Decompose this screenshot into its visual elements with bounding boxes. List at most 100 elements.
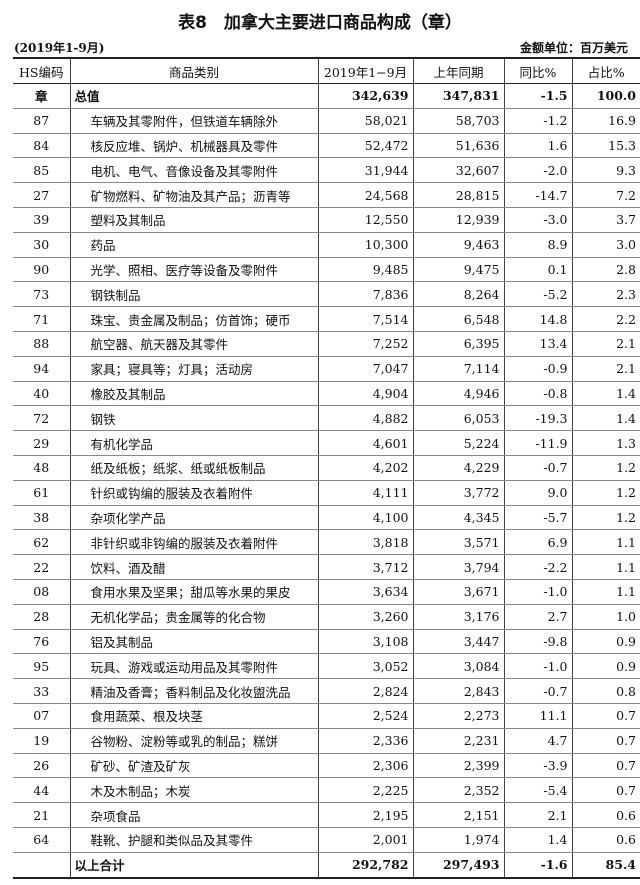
previous-value: 3,571 xyxy=(412,529,505,556)
category: 核反应堆、锅炉、机械器具及零件 xyxy=(69,133,319,159)
previous-value: 3,176 xyxy=(412,604,505,630)
share: 1.1 xyxy=(571,529,640,556)
previous-value: 4,345 xyxy=(412,505,505,531)
previous-value: 7,114 xyxy=(412,356,505,382)
category: 针织或钩编的服装及衣着附件 xyxy=(69,480,319,506)
hs-code: 62 xyxy=(13,529,71,556)
category: 总值 xyxy=(69,83,319,109)
yoy-change: -0.7 xyxy=(503,455,573,481)
col-yoy: 同比% xyxy=(503,57,573,84)
hs-code: 28 xyxy=(13,604,71,630)
share: 1.0 xyxy=(571,604,640,630)
subtotal-row: 以上合计 292,782 297,493 -1.6 85.4 xyxy=(13,852,640,879)
hs-code: 39 xyxy=(13,207,71,233)
current-value: 31,944 xyxy=(317,157,414,184)
current-value: 4,601 xyxy=(317,430,414,456)
hs-code: 48 xyxy=(13,455,71,481)
category: 纸及纸板；纸浆、纸或纸板制品 xyxy=(69,455,319,481)
table-row: 88 航空器、航天器及其零件 7,252 6,395 13.4 2.1 xyxy=(13,331,640,357)
hs-code: 76 xyxy=(13,629,71,655)
category: 药品 xyxy=(69,232,319,258)
category: 谷物粉、淀粉等或乳的制品；糕饼 xyxy=(69,728,319,754)
table-row: 22 饮料、酒及醋 3,712 3,794 -2.2 1.1 xyxy=(13,554,640,580)
category: 矿物燃料、矿物油及其产品；沥青等 xyxy=(69,182,319,208)
yoy-change: -5.7 xyxy=(503,505,573,531)
table-row: 29 有机化学品 4,601 5,224 -11.9 1.3 xyxy=(13,430,640,456)
current-value: 12,550 xyxy=(317,207,414,233)
table-row: 44 木及木制品；木炭 2,225 2,352 -5.4 0.7 xyxy=(13,777,640,804)
current-value: 2,524 xyxy=(317,703,414,729)
hs-code: 94 xyxy=(13,356,71,382)
col-previous: 上年同期 xyxy=(412,57,505,84)
share: 100.0 xyxy=(571,83,640,109)
share: 7.2 xyxy=(571,182,640,208)
previous-value: 4,946 xyxy=(412,381,505,407)
yoy-change: 1.4 xyxy=(503,827,573,853)
current-value: 2,001 xyxy=(317,827,414,853)
yoy-change: -1.0 xyxy=(503,579,573,605)
current-value: 2,195 xyxy=(317,802,414,828)
yoy-change: 2.1 xyxy=(503,802,573,828)
current-value: 7,252 xyxy=(317,331,414,357)
category: 电机、电气、音像设备及其零附件 xyxy=(69,157,319,184)
share: 1.4 xyxy=(571,381,640,407)
category: 以上合计 xyxy=(69,852,319,879)
table-row: 95 玩具、游戏或运动用品及其零附件 3,052 3,084 -1.0 0.9 xyxy=(13,653,640,680)
share: 1.3 xyxy=(571,430,640,456)
share: 9.3 xyxy=(571,157,640,184)
table-row: 26 矿砂、矿渣及矿灰 2,306 2,399 -3.9 0.7 xyxy=(13,753,640,779)
previous-value: 1,974 xyxy=(412,827,505,853)
current-value: 58,021 xyxy=(317,108,414,134)
yoy-change: 1.6 xyxy=(503,133,573,159)
yoy-change: -14.7 xyxy=(503,182,573,208)
category: 家具；寝具等；灯具；活动房 xyxy=(69,356,319,382)
previous-value: 347,831 xyxy=(412,83,505,109)
yoy-change: 14.8 xyxy=(503,306,573,332)
current-value: 2,824 xyxy=(317,678,414,704)
previous-value: 3,794 xyxy=(412,554,505,580)
share: 2.2 xyxy=(571,306,640,332)
share: 2.3 xyxy=(571,281,640,308)
yoy-change: -3.0 xyxy=(503,207,573,233)
category: 无机化学品；贵金属等的化合物 xyxy=(69,604,319,630)
period-label: (2019年1-9月) xyxy=(14,41,105,55)
table-row: 33 精油及香膏；香料制品及化妆盥洗品 2,824 2,843 -0.7 0.8 xyxy=(13,678,640,704)
category: 食用蔬菜、根及块茎 xyxy=(69,703,319,729)
category: 杂项化学产品 xyxy=(69,505,319,531)
hs-code: 章 xyxy=(13,83,71,109)
hs-code xyxy=(13,852,71,879)
previous-value: 3,671 xyxy=(412,579,505,605)
hs-code: 08 xyxy=(13,579,71,605)
share: 0.9 xyxy=(571,653,640,680)
hs-code: 90 xyxy=(13,257,71,283)
table-row: 21 杂项食品 2,195 2,151 2.1 0.6 xyxy=(13,802,640,828)
current-value: 4,100 xyxy=(317,505,414,531)
previous-value: 12,939 xyxy=(412,207,505,233)
hs-code: 33 xyxy=(13,678,71,704)
category: 非针织或非钩编的服装及衣着附件 xyxy=(69,529,319,556)
yoy-change: -0.7 xyxy=(503,678,573,704)
hs-code: 07 xyxy=(13,703,71,729)
hs-code: 71 xyxy=(13,306,71,332)
category: 橡胶及其制品 xyxy=(69,381,319,407)
category: 食用水果及坚果；甜瓜等水果的果皮 xyxy=(69,579,319,605)
unit-label: 金额单位：百万美元 xyxy=(519,41,628,55)
current-value: 4,111 xyxy=(317,480,414,506)
hs-code: 87 xyxy=(13,108,71,134)
share: 2.1 xyxy=(571,356,640,382)
category: 木及木制品；木炭 xyxy=(69,777,319,804)
table-row: 27 矿物燃料、矿物油及其产品；沥青等 24,568 28,815 -14.7 7.2 xyxy=(13,182,640,208)
hs-code: 27 xyxy=(13,182,71,208)
previous-value: 58,703 xyxy=(412,108,505,134)
share: 1.2 xyxy=(571,505,640,531)
current-value: 7,514 xyxy=(317,306,414,332)
table-row: 76 铝及其制品 3,108 3,447 -9.8 0.9 xyxy=(13,629,640,655)
col-hs: HS编码 xyxy=(13,57,71,84)
current-value: 4,904 xyxy=(317,381,414,407)
col-share: 占比% xyxy=(571,57,640,84)
hs-code: 29 xyxy=(13,430,71,456)
table-row: 73 钢铁制品 7,836 8,264 -5.2 2.3 xyxy=(13,281,640,308)
yoy-change: -1.6 xyxy=(503,852,573,879)
category: 钢铁 xyxy=(69,405,319,432)
current-value: 292,782 xyxy=(317,852,414,879)
